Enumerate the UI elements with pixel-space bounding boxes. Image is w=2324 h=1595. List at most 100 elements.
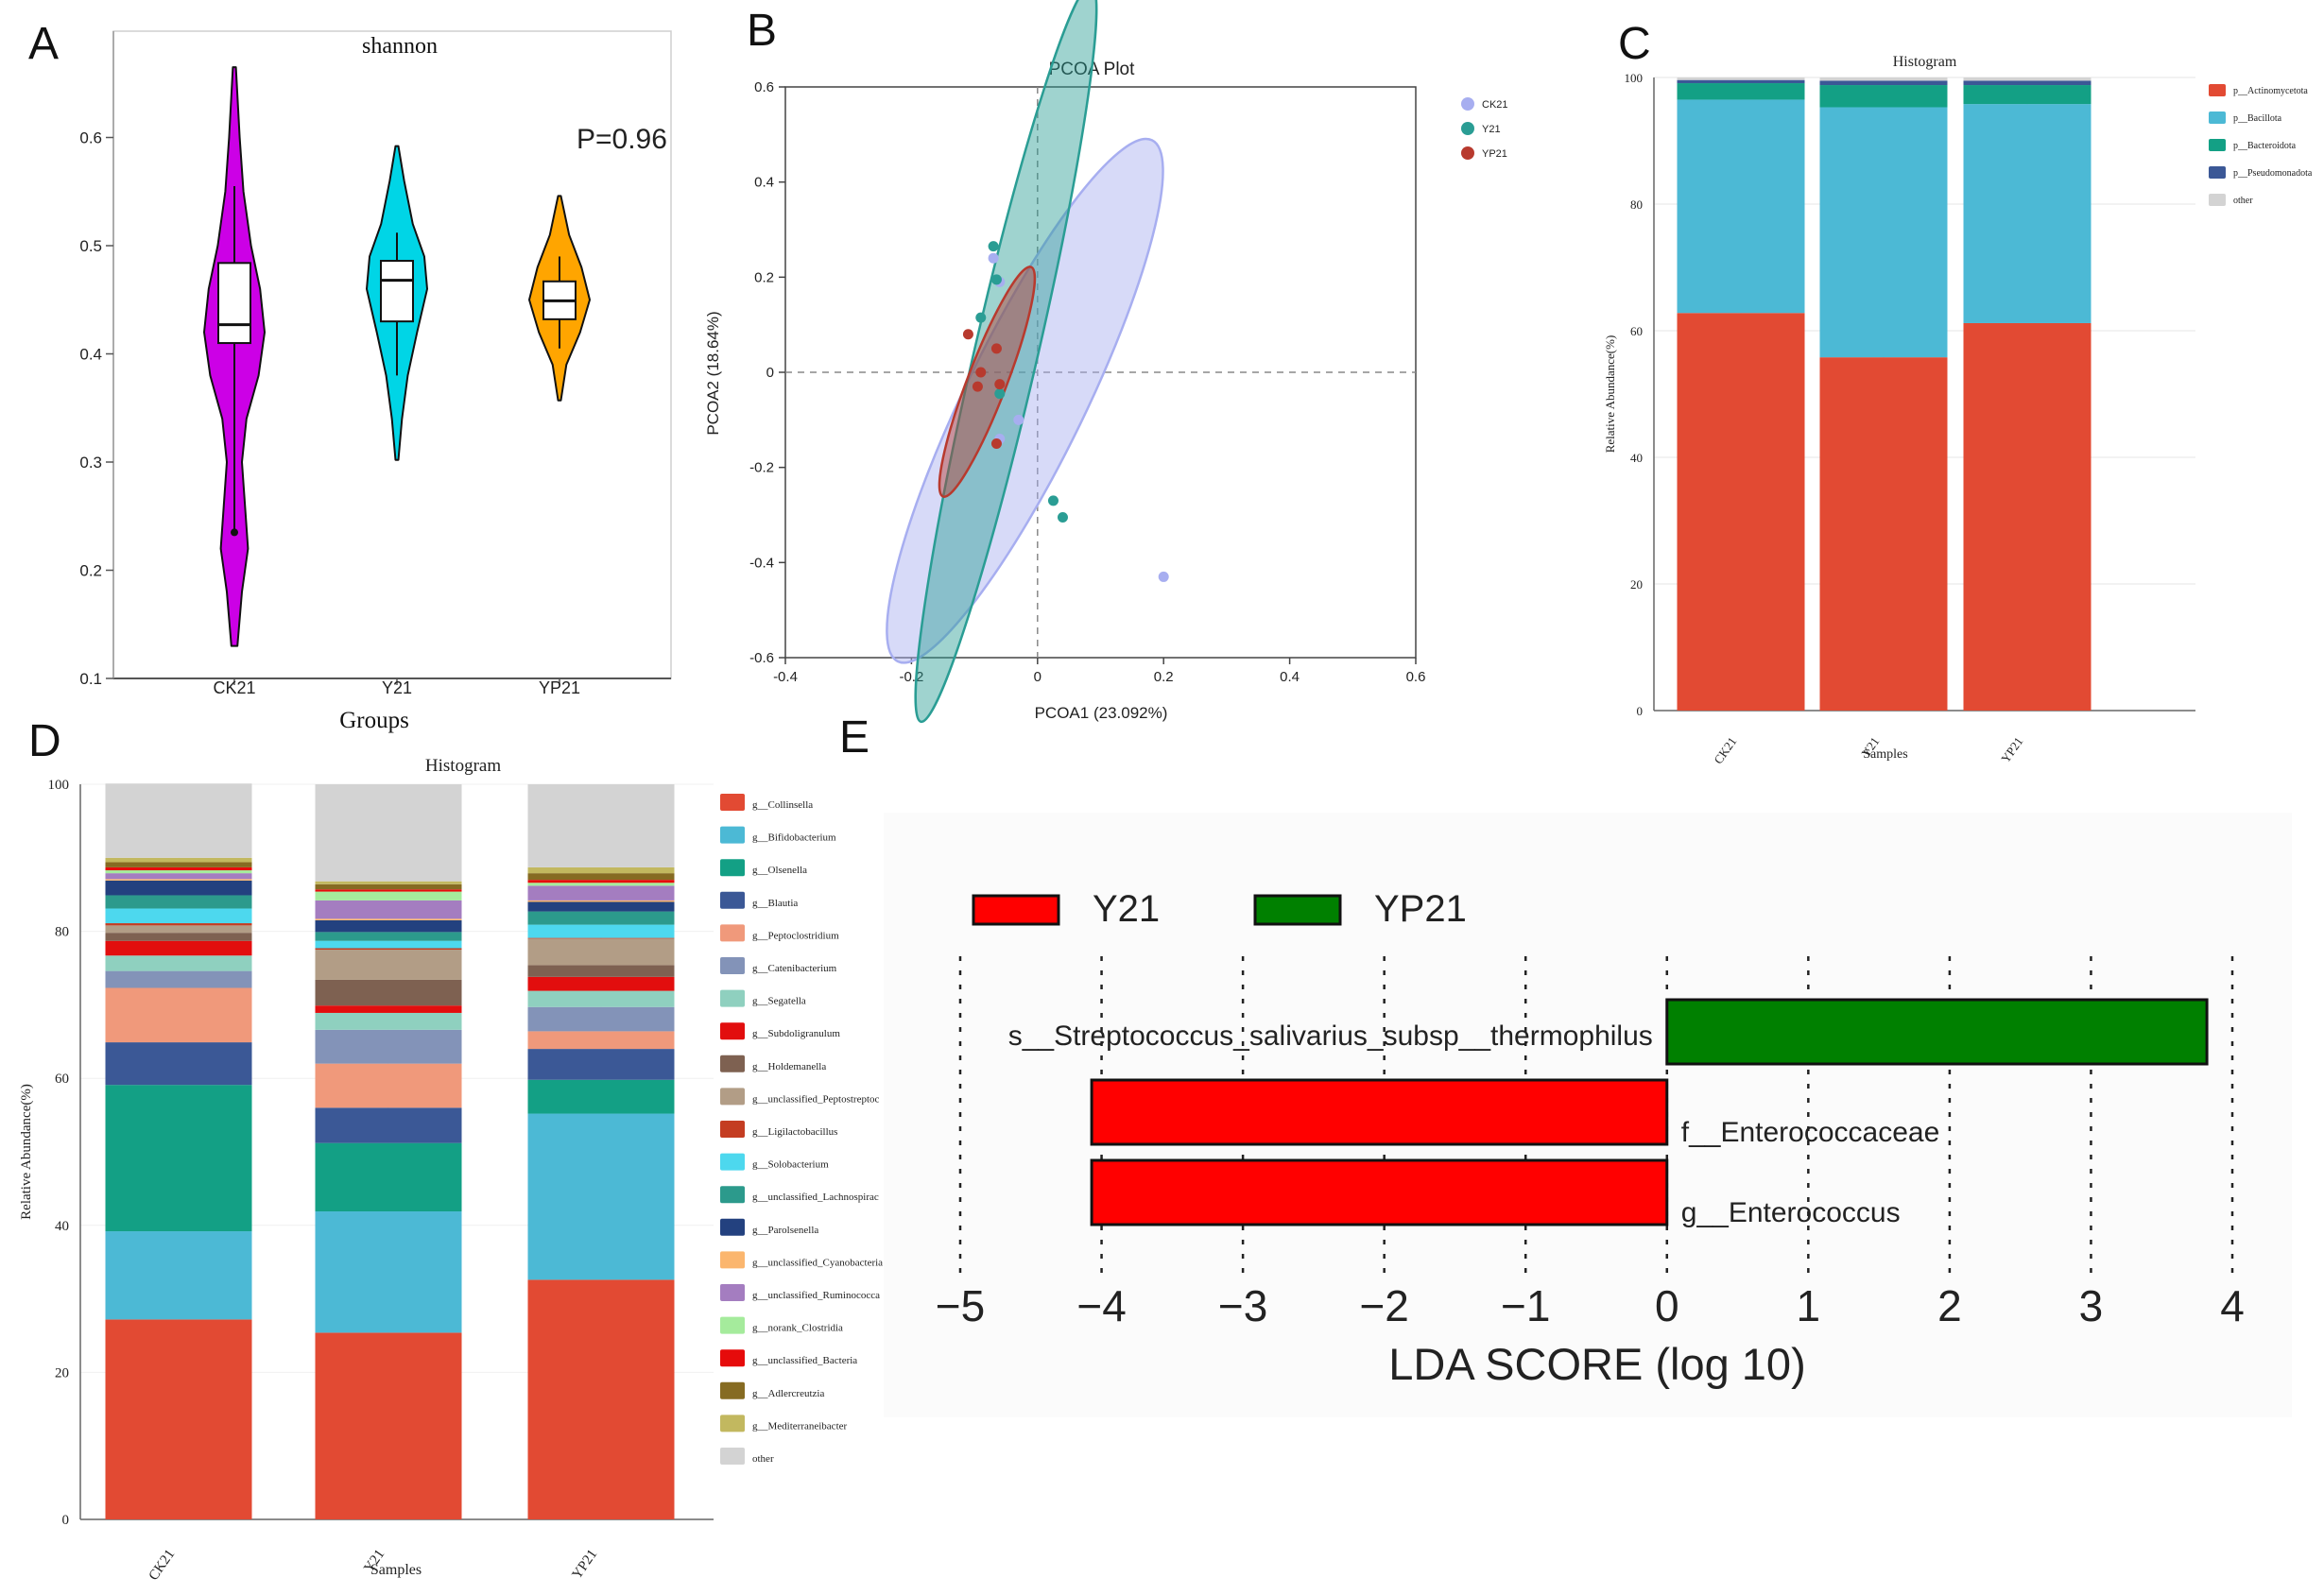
legend-label: g__Olsenella [752, 865, 807, 876]
bar-segment-g__Mediterraneibacter [105, 857, 252, 863]
bar-segment-g__Holdemanella [527, 965, 675, 977]
legend-swatch [720, 957, 745, 974]
bar-segment-g__Solobacterium [105, 908, 252, 924]
legend-swatch [2209, 194, 2226, 206]
sample-point-YP21 [990, 438, 1002, 449]
legend-swatch [720, 859, 745, 877]
legend-swatch-Y21 [972, 894, 1060, 926]
legend-label: g__Segatella [752, 996, 806, 1007]
lda-score-panel: −5 −4 −3 −2 −1 0 1 2 3 4 LDA SCORE (log 10) Y21 YP21… [884, 813, 2292, 1417]
legend-label: other [2233, 196, 2253, 206]
x-tick-label: CK21 [1711, 734, 1739, 766]
bar-segment-g__unclassified_Peptostreptoc [105, 925, 252, 934]
legend-label: g__unclassified_Cyanobacteria [752, 1257, 883, 1268]
bar-segment-other [1819, 77, 1948, 81]
legend-marker [1461, 97, 1474, 111]
legend-swatch-YP21 [1253, 894, 1342, 926]
legend-label: p__Pseudomonadota [2233, 168, 2313, 179]
y-tick-label: 40 [55, 1219, 69, 1234]
legend-label: g__norank_Clostridia [752, 1323, 843, 1334]
legend-swatch [2209, 84, 2226, 96]
x-tick-label: 0.6 [1406, 669, 1426, 685]
y-tick-label: 0 [1637, 704, 1644, 718]
outlier-point [231, 528, 238, 537]
bar-segment-g__Subdoligranulum [315, 1005, 462, 1013]
chart-title: shannon [362, 34, 438, 59]
y-axis-title: Relative Abundance(%) [1603, 335, 1617, 454]
plot-area [784, 86, 1417, 659]
bar-segment-g__Collinsella [105, 1319, 252, 1519]
bar-segment-p__Bacteroidota [1819, 85, 1948, 108]
sample-point-Y21 [1057, 512, 1068, 523]
pcoa-plot-panel: -0.4 -0.2 0 0.2 0.4 0.6-0.6-0.4-0.200.20.40.6… [704, 0, 1508, 724]
legend-swatch [720, 794, 745, 811]
y-axis-title: PCOA2 (18.64%) [704, 311, 722, 435]
bar-label: s__Streptococcus_salivarius_subsp__therm… [1008, 1020, 1653, 1052]
sample-point-Y21 [988, 241, 999, 252]
bar-segment-p__Bacteroidota [1963, 85, 2092, 105]
x-tick-label: -0.4 [773, 669, 798, 685]
legend-swatch [720, 1316, 745, 1334]
y-tick-label: 0.2 [754, 269, 774, 285]
lda-bar-Y21 [1090, 1078, 1669, 1146]
legend-swatch [2209, 166, 2226, 179]
legend-label: g__Blautia [752, 898, 798, 909]
bar-segment-p__Bacteroidota [1677, 83, 1805, 100]
p-value-annotation: P=0.96 [577, 124, 667, 155]
x-tick-label: −3 [1218, 1281, 1267, 1330]
bar-segment-g__unclassified_Cyanobacteria [527, 900, 675, 902]
x-axis-title: Samples [370, 1562, 422, 1578]
legend-swatch [720, 1055, 745, 1072]
sample-point-YP21 [994, 379, 1006, 390]
bar-segment-g__Solobacterium [315, 940, 462, 949]
legend-label: g__Parolsenella [752, 1225, 818, 1236]
bar-segment-g__unclassified_Ruminococca [105, 873, 252, 880]
legend-swatch [2209, 139, 2226, 151]
legend-swatch [720, 1381, 745, 1399]
legend-swatch [720, 989, 745, 1007]
x-tick-label: CK21 [146, 1547, 179, 1584]
legend-label: g__Bifidobacterium [752, 832, 836, 844]
legend-label: g__Solobacterium [752, 1159, 829, 1171]
legend-swatch [720, 1218, 745, 1236]
bar-segment-g__Olsenella [315, 1142, 462, 1212]
bar-segment-g__unclassified_Bacteria [527, 880, 675, 883]
legend-label: g__Catenibacterium [752, 963, 837, 974]
legend-swatch [720, 1349, 745, 1367]
x-tick-label: YP21 [570, 1547, 601, 1582]
legend-label: g__Holdemanella [752, 1061, 826, 1072]
bar-segment-g__Peptoclostridium [527, 1031, 675, 1050]
bar-segment-g__Ligilactobacillus [315, 948, 462, 951]
bar-segment-g__Segatella [315, 1012, 462, 1030]
bar-segment-g__unclassified_Lachnospirac [315, 932, 462, 941]
bar-segment-g__unclassified_Lachnospirac [527, 911, 675, 925]
bar-segment-p__Actinomycetota [1819, 357, 1948, 711]
sample-point-YP21 [962, 329, 973, 340]
bar-segment-g__Ligilactobacillus [105, 923, 252, 926]
sample-point-CK21 [1158, 571, 1169, 582]
sample-point-Y21 [975, 312, 987, 323]
bar-segment-other [1677, 77, 1805, 80]
y-tick-label: 20 [1630, 577, 1643, 592]
chart-title: Histogram [1893, 54, 1957, 70]
box [217, 262, 251, 345]
bar-segment-g__Mediterraneibacter [527, 866, 675, 874]
bar-segment-g__Subdoligranulum [105, 940, 252, 956]
x-tick-label: Y21 [382, 678, 412, 697]
legend-marker [1461, 122, 1474, 135]
bar-segment-g__unclassified_Bacteria [315, 889, 462, 892]
legend-label: g__unclassified_Bacteria [752, 1355, 857, 1366]
bar-segment-g__Holdemanella [315, 979, 462, 1006]
sample-point-Y21 [1047, 495, 1059, 506]
bar-segment-g__Holdemanella [105, 933, 252, 941]
legend-label: p__Bacteroidota [2233, 141, 2297, 151]
bar-segment-other [1963, 77, 2092, 81]
legend-swatch [720, 891, 745, 909]
bar-segment-g__norank_Clostridia [527, 883, 675, 886]
bar-label: f__Enterococcaceae [1681, 1117, 1940, 1148]
legend-label: g__unclassified_Lachnospirac [752, 1192, 879, 1203]
x-tick-label: −5 [936, 1281, 985, 1330]
y-tick-label: 60 [55, 1072, 69, 1087]
sample-point-YP21 [972, 381, 983, 392]
bar-segment-g__Bifidobacterium [105, 1231, 252, 1320]
